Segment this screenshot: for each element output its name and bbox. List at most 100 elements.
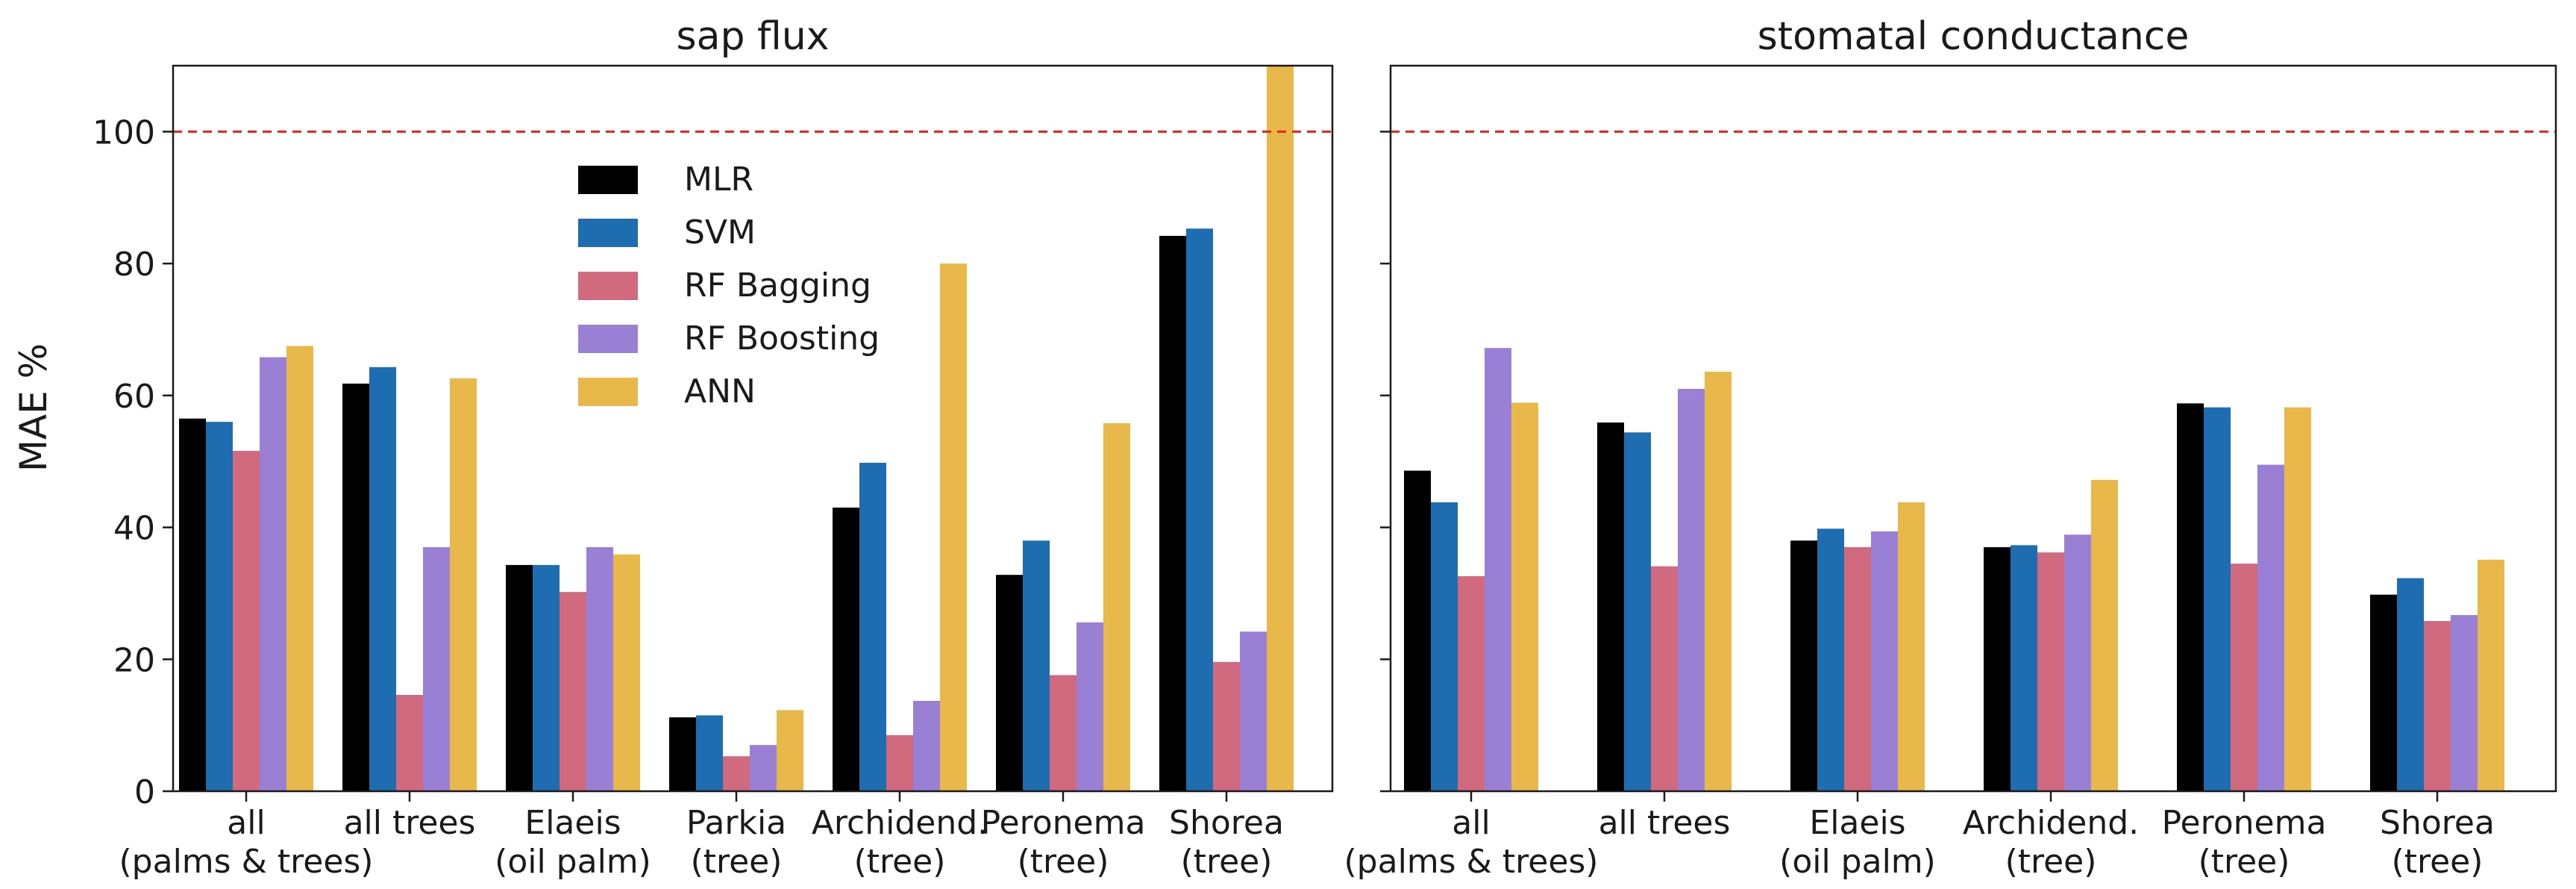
bar-rf-bagging xyxy=(1213,661,1240,791)
bar-rf-bagging xyxy=(2424,621,2451,791)
x-tick-label: all xyxy=(227,804,265,842)
panel-title: sap flux xyxy=(677,14,830,59)
bar-mlr xyxy=(342,383,369,791)
bar-rf-boosting xyxy=(2064,534,2091,791)
bar-rf-boosting xyxy=(2451,615,2478,791)
x-tick-sublabel: (tree) xyxy=(2392,843,2483,881)
bar-svm xyxy=(1817,528,1844,791)
axes-frame xyxy=(1389,64,2557,793)
bar-svm xyxy=(206,422,233,791)
bar-rf-boosting xyxy=(750,745,777,791)
bar-mlr xyxy=(506,564,533,791)
bar-ann xyxy=(1267,66,1294,791)
legend-swatch xyxy=(578,219,638,247)
bar-ann xyxy=(2478,559,2504,791)
y-tick-label: 100 xyxy=(93,113,155,152)
bar-rf-bagging xyxy=(396,694,423,791)
x-tick-sublabel: (oil palm) xyxy=(495,843,651,881)
bar-svm xyxy=(859,462,886,791)
bar-ann xyxy=(1705,372,1732,791)
bar-mlr xyxy=(1404,470,1431,791)
bar-ann xyxy=(940,263,967,791)
x-tick-label: all xyxy=(1452,804,1490,842)
x-tick-label: Peronema xyxy=(981,804,1146,842)
legend-label: SVM xyxy=(684,213,756,252)
legend-swatch xyxy=(578,378,638,406)
y-tick-label: 20 xyxy=(113,641,155,679)
bar-svm xyxy=(696,715,723,791)
legend-label: ANN xyxy=(684,372,756,411)
bar-mlr xyxy=(1159,235,1186,792)
legend: MLR SVM RF Bagging RF Boosting ANN xyxy=(578,160,880,411)
y-tick-label: 80 xyxy=(113,246,155,284)
bar-mlr xyxy=(1790,540,1817,791)
bar-svm xyxy=(1624,432,1651,791)
bar-rf-boosting xyxy=(586,547,613,791)
x-tick-sublabel: (tree) xyxy=(2005,843,2097,881)
stomatal-conductance-panel: stomatal conductance all(palms & trees)al… xyxy=(1344,14,2557,881)
axes-frame xyxy=(172,64,1334,793)
bar-ann xyxy=(613,554,640,791)
bar-rf-boosting xyxy=(1485,348,1511,791)
x-tick-sublabel: (palms & trees) xyxy=(119,843,374,881)
bar-rf-bagging xyxy=(886,734,913,791)
bar-rf-boosting xyxy=(1077,622,1103,791)
bar-rf-bagging xyxy=(2231,564,2257,791)
bar-svm xyxy=(1023,540,1050,791)
bar-rf-boosting xyxy=(1871,531,1898,791)
legend-label: RF Boosting xyxy=(684,319,880,358)
x-tick-label: all trees xyxy=(1599,804,1731,842)
y-tick-label: 60 xyxy=(113,378,155,416)
bar-rf-bagging xyxy=(723,756,750,791)
legend-swatch xyxy=(578,325,638,353)
legend-label: RF Bagging xyxy=(684,266,871,305)
bar-mlr xyxy=(1984,547,2011,791)
bar-svm xyxy=(2011,545,2037,791)
bar-rf-bagging xyxy=(1651,566,1678,791)
x-tick-sublabel: (tree) xyxy=(691,843,783,881)
x-tick-sublabel: (tree) xyxy=(1018,843,1109,881)
x-tick-sublabel: (tree) xyxy=(854,843,946,881)
x-tick-label: Archidend. xyxy=(1963,804,2139,842)
bar-ann xyxy=(1898,502,1925,791)
x-tick-sublabel: (tree) xyxy=(1181,843,1273,881)
bar-ann xyxy=(2091,479,2118,791)
x-tick-sublabel: (tree) xyxy=(2199,843,2290,881)
bar-svm xyxy=(533,564,560,791)
bar-rf-boosting xyxy=(260,357,286,791)
x-tick-label: Archidend. xyxy=(812,804,988,842)
bar-rf-bagging xyxy=(233,451,260,791)
x-tick-label: Elaeis xyxy=(524,804,621,842)
sap-flux-panel: sap flux 0 20 40 60 80 100 all(palms & trees)al… xyxy=(93,14,1334,881)
bar-mlr xyxy=(1597,422,1624,791)
bar-rf-bagging xyxy=(1458,575,1485,791)
x-tick-label: Shorea xyxy=(2380,804,2495,842)
bar-rf-bagging xyxy=(1844,547,1871,791)
bar-svm xyxy=(369,366,396,792)
bar-ann xyxy=(1511,402,1538,791)
x-tick-label: Parkia xyxy=(686,804,786,842)
panel-title: stomatal conductance xyxy=(1758,14,2190,59)
y-tick-label: 0 xyxy=(134,773,155,811)
bar-ann xyxy=(777,710,803,791)
y-axis-label: MAE % xyxy=(12,343,55,472)
y-tick-label: 40 xyxy=(113,510,155,548)
bar-rf-boosting xyxy=(913,700,940,791)
legend-label: MLR xyxy=(684,160,753,199)
bar-mlr xyxy=(179,418,206,791)
bar-svm xyxy=(1186,228,1213,791)
bar-rf-bagging xyxy=(2037,552,2064,791)
legend-swatch xyxy=(578,272,638,300)
x-tick-label: Elaeis xyxy=(1809,804,1905,842)
bar-mlr xyxy=(2177,403,2204,791)
bar-rf-boosting xyxy=(2257,464,2284,791)
legend-swatch xyxy=(578,166,638,194)
x-tick-label: Shorea xyxy=(1169,804,1284,842)
bar-ann xyxy=(1103,422,1130,791)
bar-mlr xyxy=(2370,594,2397,791)
bar-rf-boosting xyxy=(423,547,450,791)
bar-rf-bagging xyxy=(560,592,586,791)
x-tick-label: all trees xyxy=(344,804,476,842)
x-tick-sublabel: (palms & trees) xyxy=(1344,843,1599,881)
